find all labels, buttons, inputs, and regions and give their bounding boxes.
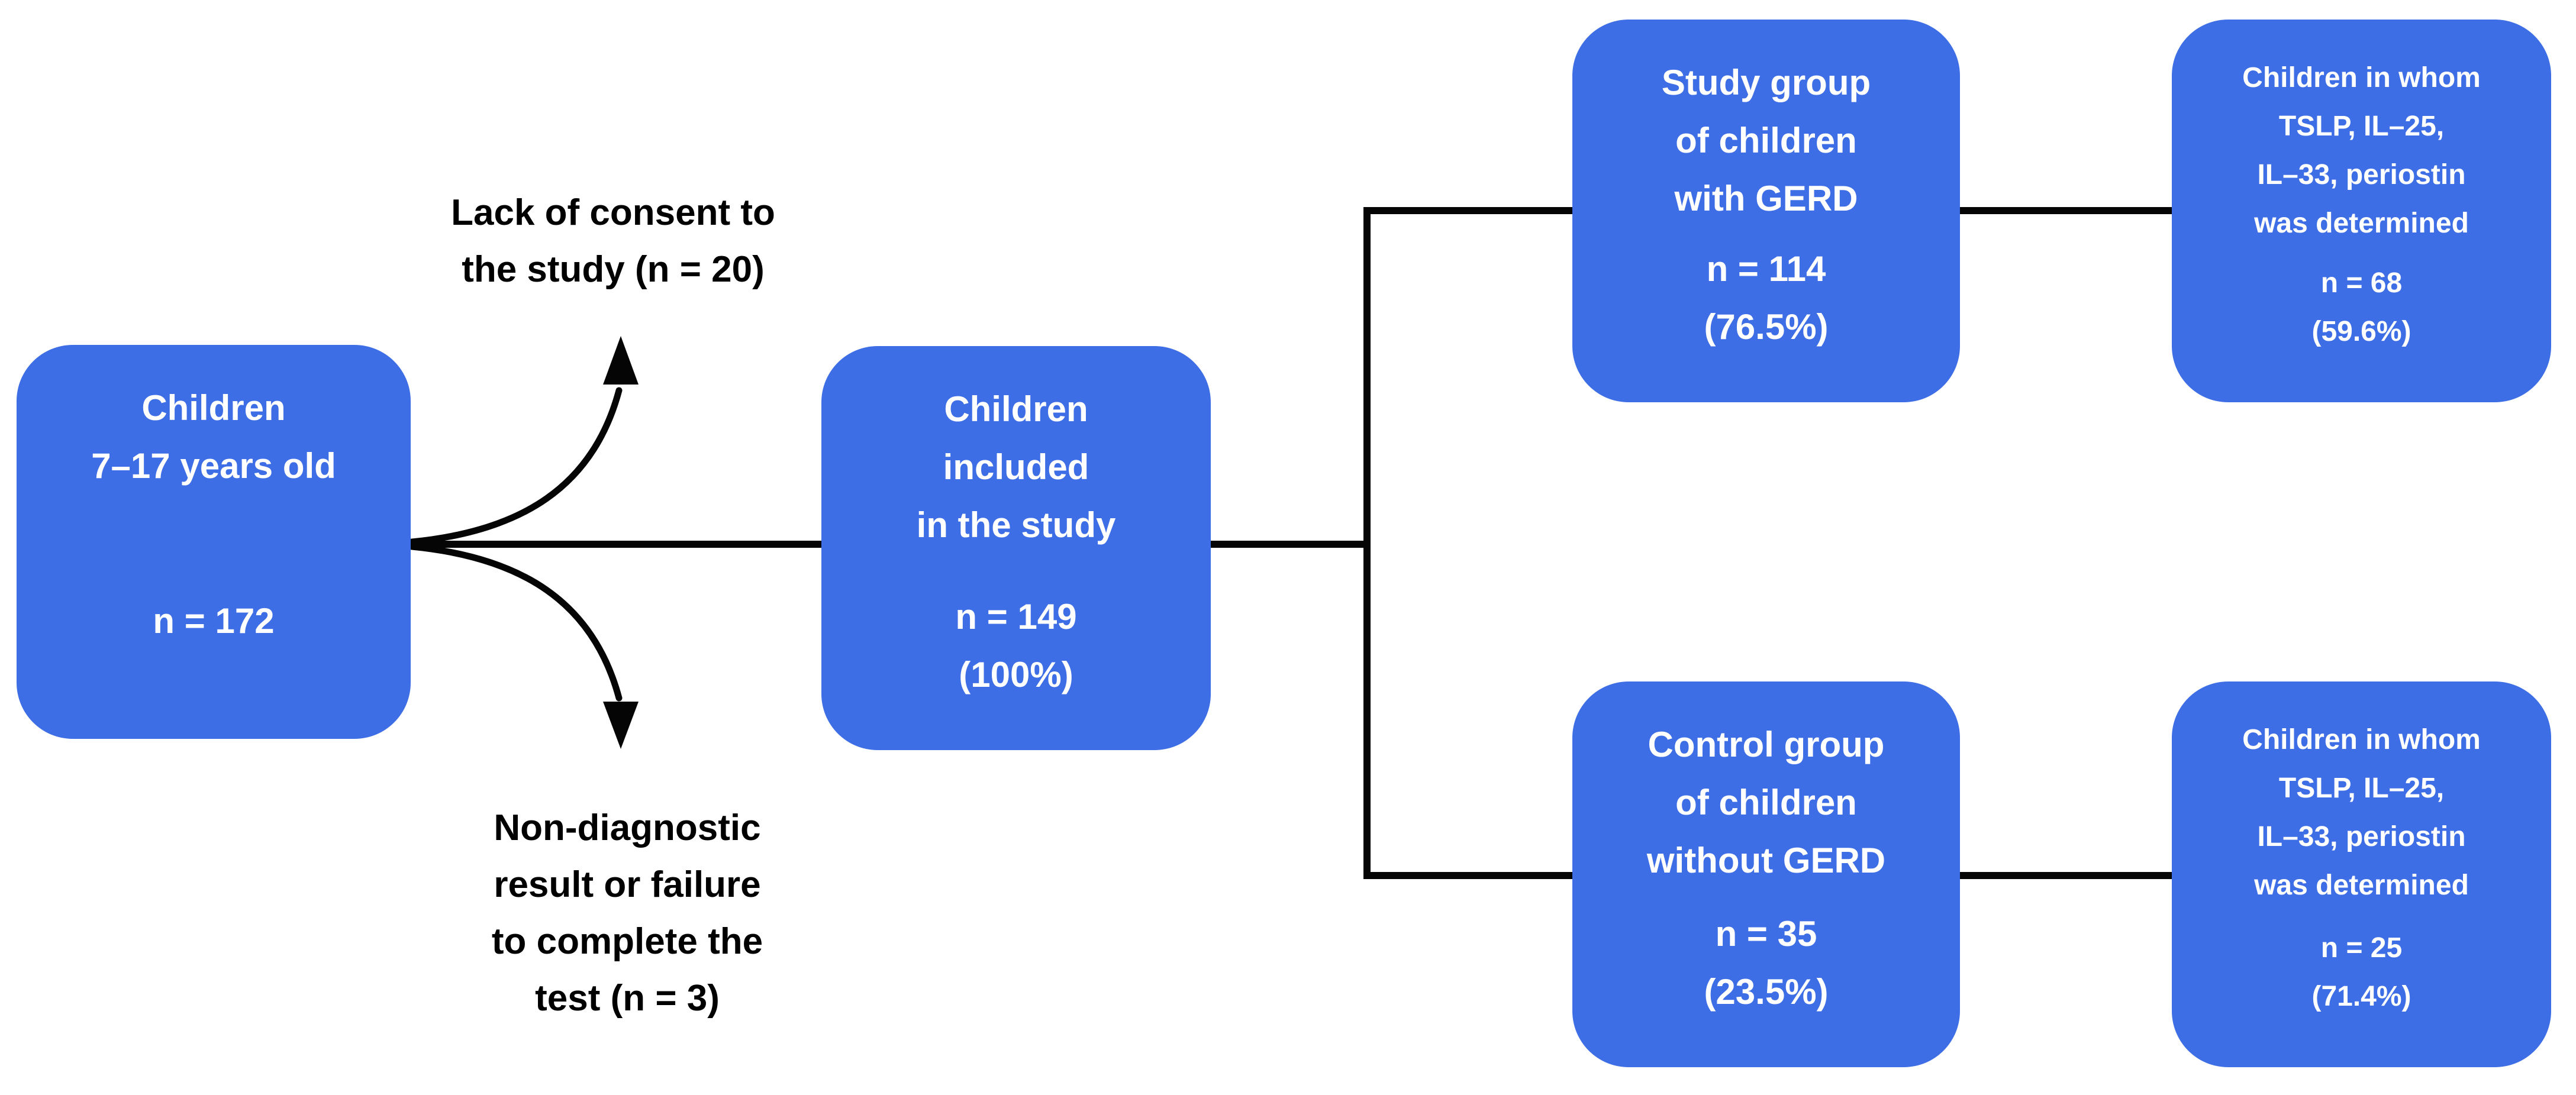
text-line: Children in whom xyxy=(2242,724,2481,755)
text-line: TSLP, IL–25, xyxy=(2278,773,2445,804)
text-line: 7–17 years old xyxy=(91,446,336,486)
text-line: Children in whom xyxy=(2242,62,2481,93)
text-line: without GERD xyxy=(1646,841,1886,880)
n-count-text: n = 35 xyxy=(1715,914,1817,954)
text-line: included xyxy=(943,447,1089,487)
n-count-text: n = 149 xyxy=(955,597,1077,637)
box-n-count: n = 114 (76.5%) xyxy=(1704,240,1828,356)
box-children-7-17-years: Children 7–17 years old n = 172 xyxy=(17,345,411,739)
text-line: to complete the xyxy=(491,921,763,962)
box-control-group-gerd: Control group of children without GERD n… xyxy=(1572,681,1960,1067)
text-line: IL–33, periostin xyxy=(2257,159,2466,190)
text-line: TSLP, IL–25, xyxy=(2278,111,2445,142)
box-n-count: n = 68 (59.6%) xyxy=(2311,259,2411,356)
box-children-included: Children included in the study n = 149 (… xyxy=(821,346,1211,750)
text-line: of children xyxy=(1675,121,1857,160)
box-title: Children 7–17 years old xyxy=(91,379,336,495)
box-title: Children in whom TSLP, IL–25, IL–33, per… xyxy=(2242,716,2481,910)
text-line: result or failure xyxy=(494,864,761,905)
text-line: was determined xyxy=(2254,870,2469,901)
percentage-text: (76.5%) xyxy=(1704,307,1829,347)
text-line: in the study xyxy=(916,505,1116,545)
box-tslp-determined-study: Children in whom TSLP, IL–25, IL–33, per… xyxy=(2172,20,2551,402)
edge-excluded-nondiagnostic xyxy=(408,543,623,702)
text-line: Children xyxy=(141,388,286,428)
n-count-text: n = 172 xyxy=(153,601,275,641)
text-line: of children xyxy=(1675,783,1857,822)
percentage-text: (100%) xyxy=(959,655,1073,695)
n-count-text: n = 114 xyxy=(1706,249,1826,289)
edge-branch-to-groups xyxy=(1363,207,1575,879)
box-title: Control group of children without GERD xyxy=(1647,716,1885,890)
text-line: Non-diagnostic xyxy=(494,807,761,848)
text-line: was determined xyxy=(2254,208,2469,239)
box-n-count: n = 172 xyxy=(153,592,274,650)
percentage-text: (71.4%) xyxy=(2311,981,2411,1012)
text-line: Children xyxy=(944,389,1088,429)
text-line: Lack of consent to xyxy=(451,192,775,233)
box-title: Study group of children with GERD xyxy=(1662,54,1871,228)
percentage-text: (23.5%) xyxy=(1704,972,1829,1012)
edge-excluded-consent xyxy=(408,387,623,545)
annotation-lack-of-consent: Lack of consent to the study (n = 20) xyxy=(406,185,820,298)
text-line: the study (n = 20) xyxy=(462,249,765,290)
box-n-count: n = 35 (23.5%) xyxy=(1704,905,1828,1021)
text-line: Study group xyxy=(1661,63,1871,102)
box-title: Children in whom TSLP, IL–25, IL–33, per… xyxy=(2242,54,2481,248)
annotation-non-diagnostic: Non-diagnostic result or failure to comp… xyxy=(420,800,834,1027)
box-title: Children included in the study xyxy=(917,380,1116,554)
text-line: test (n = 3) xyxy=(535,978,720,1019)
n-count-text: n = 68 xyxy=(2320,267,2403,299)
arrow-up-icon xyxy=(603,336,639,385)
text-line: Control group xyxy=(1648,725,1885,764)
arrow-down-icon xyxy=(603,702,639,749)
text-line: with GERD xyxy=(1674,179,1858,218)
text-line: IL–33, periostin xyxy=(2257,821,2466,852)
box-tslp-determined-control: Children in whom TSLP, IL–25, IL–33, per… xyxy=(2172,681,2551,1067)
box-study-group-gerd: Study group of children with GERD n = 11… xyxy=(1572,20,1960,402)
percentage-text: (59.6%) xyxy=(2311,316,2411,347)
n-count-text: n = 25 xyxy=(2320,932,2403,964)
box-n-count: n = 25 (71.4%) xyxy=(2311,924,2411,1021)
box-n-count: n = 149 (100%) xyxy=(955,588,1076,704)
